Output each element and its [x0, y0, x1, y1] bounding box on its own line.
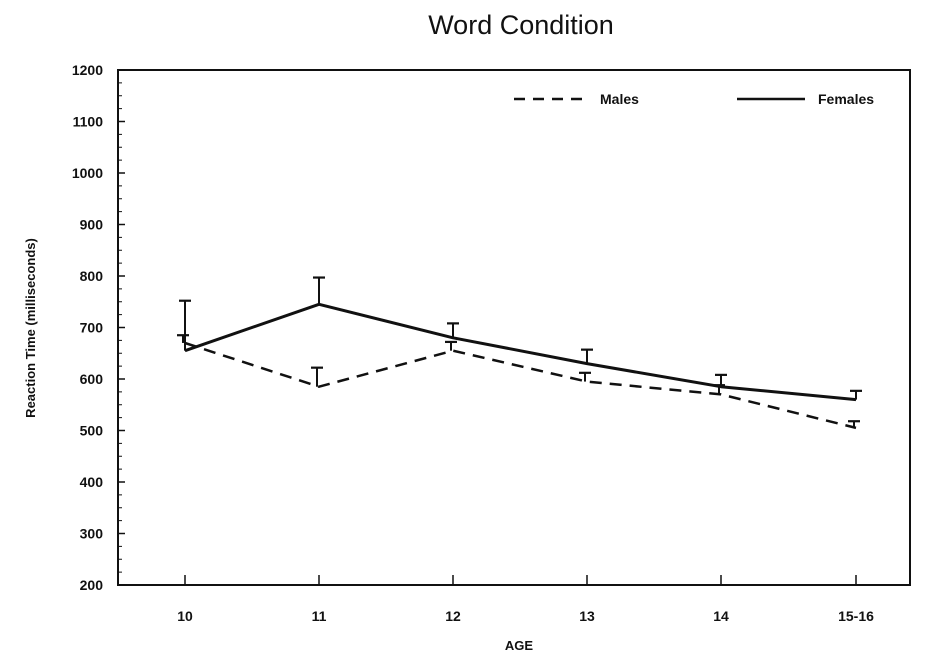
y-tick-label: 800 — [80, 268, 104, 284]
legend-label-females: Females — [818, 91, 874, 107]
x-axis: 10 11 12 13 14 15-16 — [177, 575, 874, 624]
legend: Males Females — [514, 91, 874, 107]
x-tick-label: 14 — [713, 608, 729, 624]
x-tick-label: 10 — [177, 608, 193, 624]
series-line-females — [184, 302, 857, 402]
x-tick-label: 15-16 — [838, 608, 874, 624]
x-tick-label: 13 — [579, 608, 595, 624]
x-axis-label: AGE — [505, 638, 534, 653]
y-tick-label: 400 — [80, 474, 104, 490]
y-axis-label: Reaction Time (milliseconds) — [23, 238, 38, 418]
series-layer — [177, 276, 862, 430]
y-tick-label: 500 — [80, 423, 104, 439]
x-tick-label: 11 — [312, 608, 327, 624]
y-axis: 200 300 400 500 600 700 800 900 1000 1100 1200 — [72, 62, 125, 593]
y-tick-label: 600 — [80, 371, 104, 387]
y-tick-label: 1100 — [73, 114, 104, 130]
legend-label-males: Males — [600, 91, 639, 107]
y-tick-label: 700 — [80, 320, 104, 336]
plot-frame — [117, 69, 911, 586]
series-line-males — [184, 341, 857, 430]
chart-title: Word Condition — [428, 10, 614, 40]
x-tick-label: 12 — [445, 608, 461, 624]
y-tick-label: 1200 — [72, 62, 103, 78]
y-tick-label: 900 — [80, 217, 104, 233]
y-tick-label: 1000 — [72, 165, 103, 181]
y-tick-label: 300 — [80, 526, 104, 542]
y-tick-label: 200 — [80, 577, 104, 593]
